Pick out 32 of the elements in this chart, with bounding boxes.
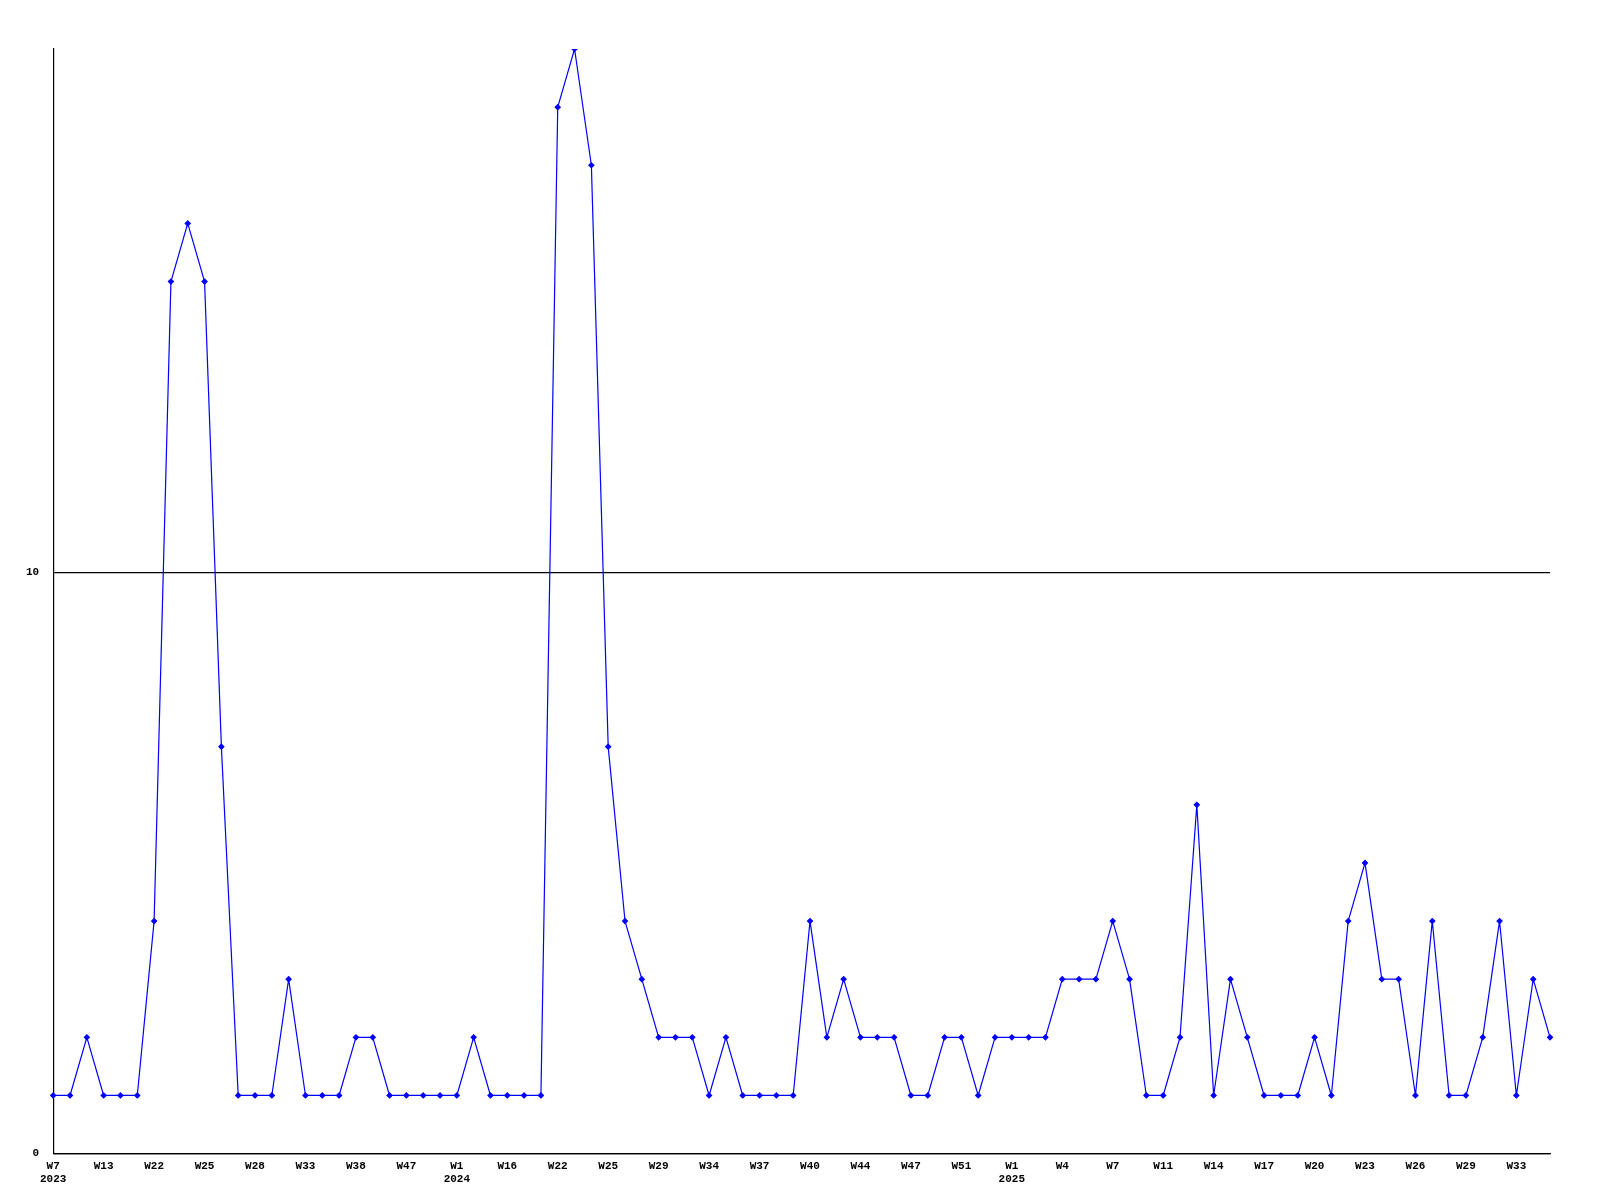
x-tick-label: W47 [396, 1159, 417, 1172]
x-tick-label: W14 [1203, 1159, 1224, 1172]
x-tick-label: W17 [1254, 1159, 1274, 1172]
x-tick-label: W40 [800, 1159, 820, 1172]
x-tick-label: W33 [295, 1159, 316, 1172]
x-tick-label: W38 [346, 1159, 367, 1172]
x-tick-label: W25 [194, 1159, 215, 1172]
y-tick-label: 10 [26, 566, 40, 578]
x-tick-label: W16 [497, 1159, 518, 1172]
x-tick-label: W20 [1304, 1159, 1325, 1172]
x-tick-label: W7 2023 [40, 1159, 67, 1186]
x-tick-label: W22 [144, 1159, 165, 1172]
x-tick-label: W7 [1106, 1159, 1120, 1172]
x-tick-label: W4 [1055, 1159, 1070, 1172]
y-tick-label: 0 [32, 1147, 40, 1160]
x-tick-label: W28 [245, 1159, 266, 1172]
x-tick-label: W25 [598, 1159, 619, 1172]
x-tick-label: W13 [93, 1159, 114, 1172]
x-tick-label: W22 [547, 1159, 568, 1172]
x-tick-label: W51 [951, 1159, 972, 1172]
x-tick-label: W47 [901, 1159, 921, 1172]
x-tick-label: W44 [850, 1159, 871, 1172]
x-tick-label: W26 [1405, 1159, 1426, 1172]
x-tick-label: W23 [1355, 1159, 1376, 1172]
x-tick-label: W34 [699, 1159, 720, 1172]
x-tick-label: W1 2025 [998, 1159, 1026, 1186]
x-tick-label: W33 [1506, 1159, 1527, 1172]
x-tick-label: W37 [749, 1159, 770, 1172]
x-tick-label: W1 2024 [443, 1159, 471, 1186]
x-tick-label: W29 [1456, 1159, 1476, 1172]
x-tick-label: W11 [1153, 1159, 1174, 1172]
x-tick-label: W29 [648, 1159, 669, 1172]
